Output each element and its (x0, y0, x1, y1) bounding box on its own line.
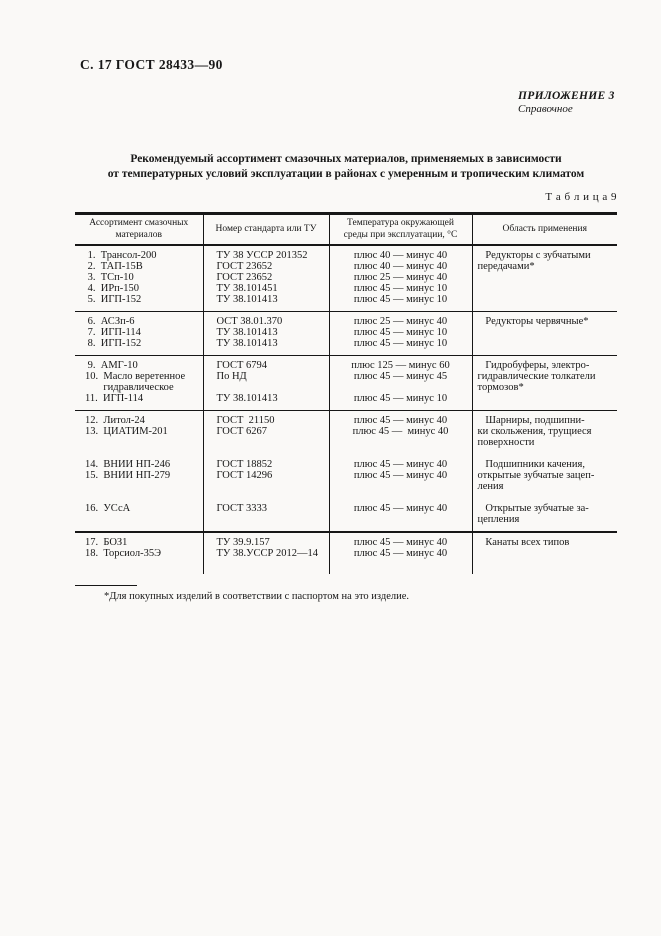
table-header-row: Ассортимент смазочных материалов Номер с… (75, 213, 617, 245)
cell-standard: ТУ 38 УССР 201352 ГОСТ 23652 ГОСТ 23652 … (202, 245, 329, 312)
column-header-temperature: Температура окружающей среды при эксплуа… (328, 213, 472, 245)
column-header-application: Область применения (471, 213, 617, 245)
annex-title: ПРИЛОЖЕНИЕ 3 (518, 90, 615, 102)
table-group-gear-reducers: 1. Трансол-200 2. ТАП-15В 3. ТСп-10 4. И… (75, 245, 617, 312)
cell-application: Редукторы с зубчатыми передачами* (471, 245, 617, 312)
page-content: Рекомендуемый ассортимент смазочных мате… (75, 152, 617, 603)
table-group-worm-reducers: 6. АСЗп-6 7. ИГП-114 8. ИГП-152 ОСТ 38.0… (75, 311, 617, 356)
annex-subtitle: Справочное (518, 103, 573, 115)
document-title: Рекомендуемый ассортимент смазочных мате… (107, 153, 585, 180)
footnote-text: *Для покупных изделий в соответствии с п… (104, 591, 410, 602)
footnote-divider (75, 585, 137, 586)
cell-standard: ГОСТ 6794 По НД ТУ 38.101413 (202, 355, 329, 411)
cell-materials: 1. Трансол-200 2. ТАП-15В 3. ТСп-10 4. И… (87, 250, 157, 305)
cell-materials: 17. БОЗ1 18. Торсиол-35Э (85, 537, 162, 559)
cell-temperature: плюс 45 — минус 40 плюс 45 — минус 40 пл… (328, 410, 472, 532)
cell-temperature: плюс 45 — минус 40 плюс 45 — минус 40 (328, 532, 472, 574)
page-number-header: С. 17 ГОСТ 28433—90 (80, 57, 223, 72)
cell-application: Канаты всех типов (471, 532, 617, 574)
cell-materials: 9. АМГ-10 10. Масло веретенное гидравлич… (85, 360, 186, 404)
table-group-bearings: 12. Литол-24 13. ЦИАТИМ-201 14. ВНИИ НП-… (75, 410, 617, 532)
cell-application: Шарниры, подшипни- ки скольжения, трущие… (471, 410, 617, 532)
cell-standard: ОСТ 38.01.370 ТУ 38.101413 ТУ 38.101413 (202, 311, 329, 356)
annex-block: ПРИЛОЖЕНИЕ 3 Справочное (518, 90, 615, 116)
cell-standard: ГОСТ 21150 ГОСТ 6267 ГОСТ 18852 ГОСТ 142… (202, 410, 329, 532)
cell-temperature: плюс 125 — минус 60 плюс 45 — минус 45 п… (328, 355, 472, 411)
cell-application: Гидробуферы, электро- гидравлические тол… (471, 355, 617, 411)
cell-application: Редукторы червячные* (471, 311, 617, 356)
table-label: Т а б л и ц а 9 (545, 191, 617, 203)
cell-temperature: плюс 25 — минус 40 плюс 45 — минус 10 пл… (328, 311, 472, 356)
table-group-hydraulic: 9. АМГ-10 10. Масло веретенное гидравлич… (75, 355, 617, 411)
table-group-ropes: 17. БОЗ1 18. Торсиол-35Э ТУ 39.9.157 ТУ … (75, 532, 617, 574)
column-header-materials: Ассортимент смазочных материалов (89, 218, 189, 240)
cell-temperature: плюс 40 — минус 40 плюс 40 — минус 40 пл… (328, 245, 472, 312)
cell-standard: ТУ 39.9.157 ТУ 38.УССР 2012—14 (202, 532, 329, 574)
lubricants-table: Ассортимент смазочных материалов Номер с… (75, 212, 617, 574)
cell-materials: 12. Литол-24 13. ЦИАТИМ-201 14. ВНИИ НП-… (85, 415, 171, 514)
column-header-standard: Номер стандарта или ТУ (202, 213, 329, 245)
cell-materials: 6. АСЗп-6 7. ИГП-114 8. ИГП-152 (87, 316, 142, 349)
